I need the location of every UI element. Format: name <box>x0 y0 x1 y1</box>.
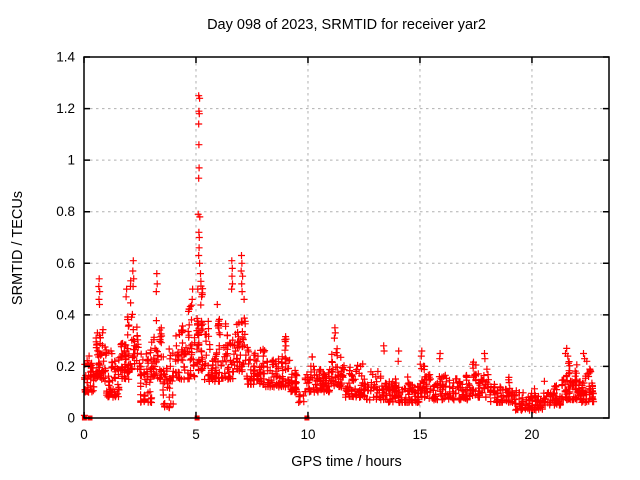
x-tick-label: 0 <box>80 427 88 442</box>
y-tick-label: 0.4 <box>56 307 75 322</box>
x-tick-label: 20 <box>524 427 539 442</box>
axis-ticks <box>83 56 609 419</box>
x-tick-label: 5 <box>192 427 200 442</box>
x-axis-title: GPS time / hours <box>291 454 402 470</box>
y-tick-label: 0.2 <box>56 359 75 374</box>
scatter-points-srmtid <box>80 92 598 419</box>
y-tick-label: 1.4 <box>56 50 75 65</box>
y-tick-label: 0 <box>67 411 75 426</box>
plot-border <box>83 56 610 419</box>
y-tick-label: 1 <box>67 153 75 168</box>
y-tick-label: 0.8 <box>56 204 75 219</box>
x-tick-label: 15 <box>412 427 427 442</box>
chart-title: Day 098 of 2023, SRMTID for receiver yar… <box>207 17 486 33</box>
grid-lines <box>84 57 609 418</box>
y-tick-label: 1.2 <box>56 101 75 116</box>
y-tick-label: 0.6 <box>56 256 75 271</box>
x-tick-label: 10 <box>300 427 315 442</box>
